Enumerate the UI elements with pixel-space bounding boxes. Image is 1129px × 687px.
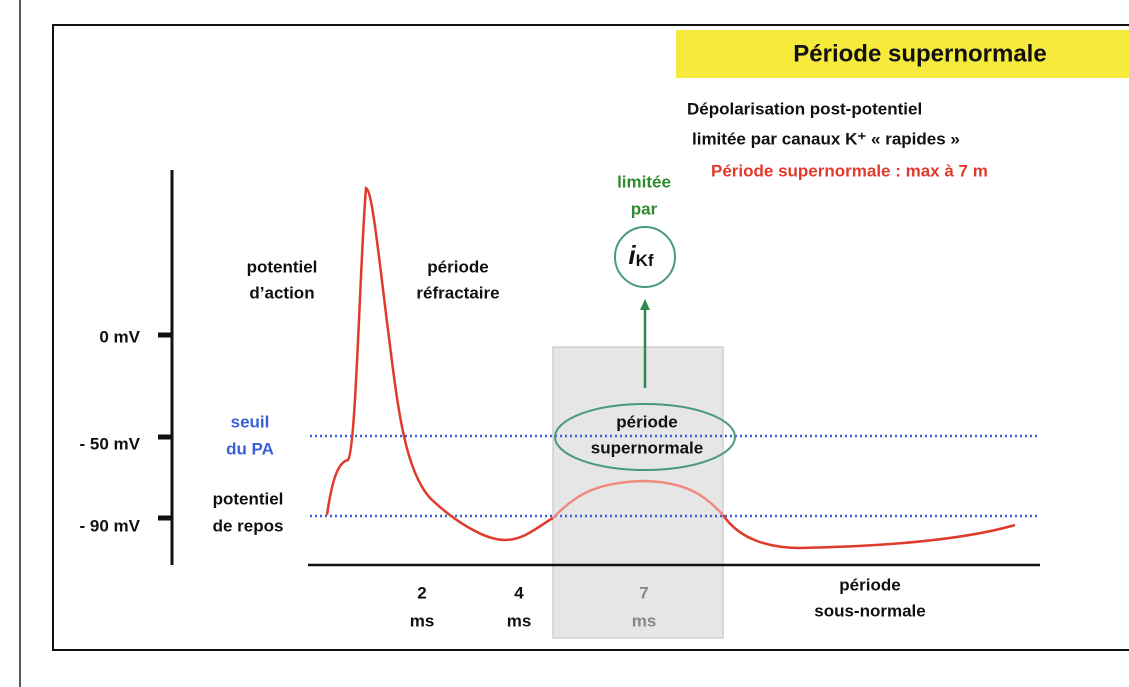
label: période: [616, 412, 677, 431]
limiter-text: par: [631, 199, 658, 218]
frame: [52, 24, 1129, 651]
label: période: [427, 257, 488, 276]
ikf-circle: [614, 226, 676, 288]
action-potential-curve: [325, 186, 554, 542]
ikf-sub: Kf: [636, 251, 654, 270]
note: limitée par canaux K⁺ « rapides »: [692, 129, 960, 148]
title-banner: [676, 30, 1129, 78]
level-label: 0 mV: [99, 327, 140, 346]
title: Période supernormale: [793, 40, 1046, 67]
ikf-symbol: iKf: [628, 240, 654, 271]
label: réfractaire: [416, 283, 499, 302]
label: potentiel: [247, 257, 318, 276]
time-value: 4: [514, 583, 524, 602]
label: supernormale: [591, 438, 703, 457]
label: sous-normale: [814, 601, 925, 620]
ikf-i: i: [628, 240, 636, 270]
time-value: 2: [417, 583, 426, 602]
label: de repos: [213, 516, 284, 535]
level-label: - 50 mV: [80, 434, 141, 453]
label: du PA: [226, 439, 274, 458]
subnormal-curve: [721, 514, 1016, 550]
time-unit: ms: [507, 611, 532, 630]
label: période: [839, 575, 900, 594]
supernormal-ellipse: [554, 403, 736, 471]
supernormal-curve: [552, 479, 724, 519]
limiter-text: limitée: [617, 172, 671, 191]
label: seuil: [231, 412, 270, 431]
label: d’action: [249, 283, 314, 302]
note: Dépolarisation post-potentiel: [687, 99, 922, 118]
note-highlight: Période supernormale : max à 7 m: [711, 161, 988, 180]
time-value: 7: [639, 583, 648, 602]
level-label: - 90 mV: [80, 516, 141, 535]
time-unit: ms: [632, 611, 657, 630]
arrow-head: [640, 299, 650, 310]
label: potentiel: [213, 489, 284, 508]
time-unit: ms: [410, 611, 435, 630]
